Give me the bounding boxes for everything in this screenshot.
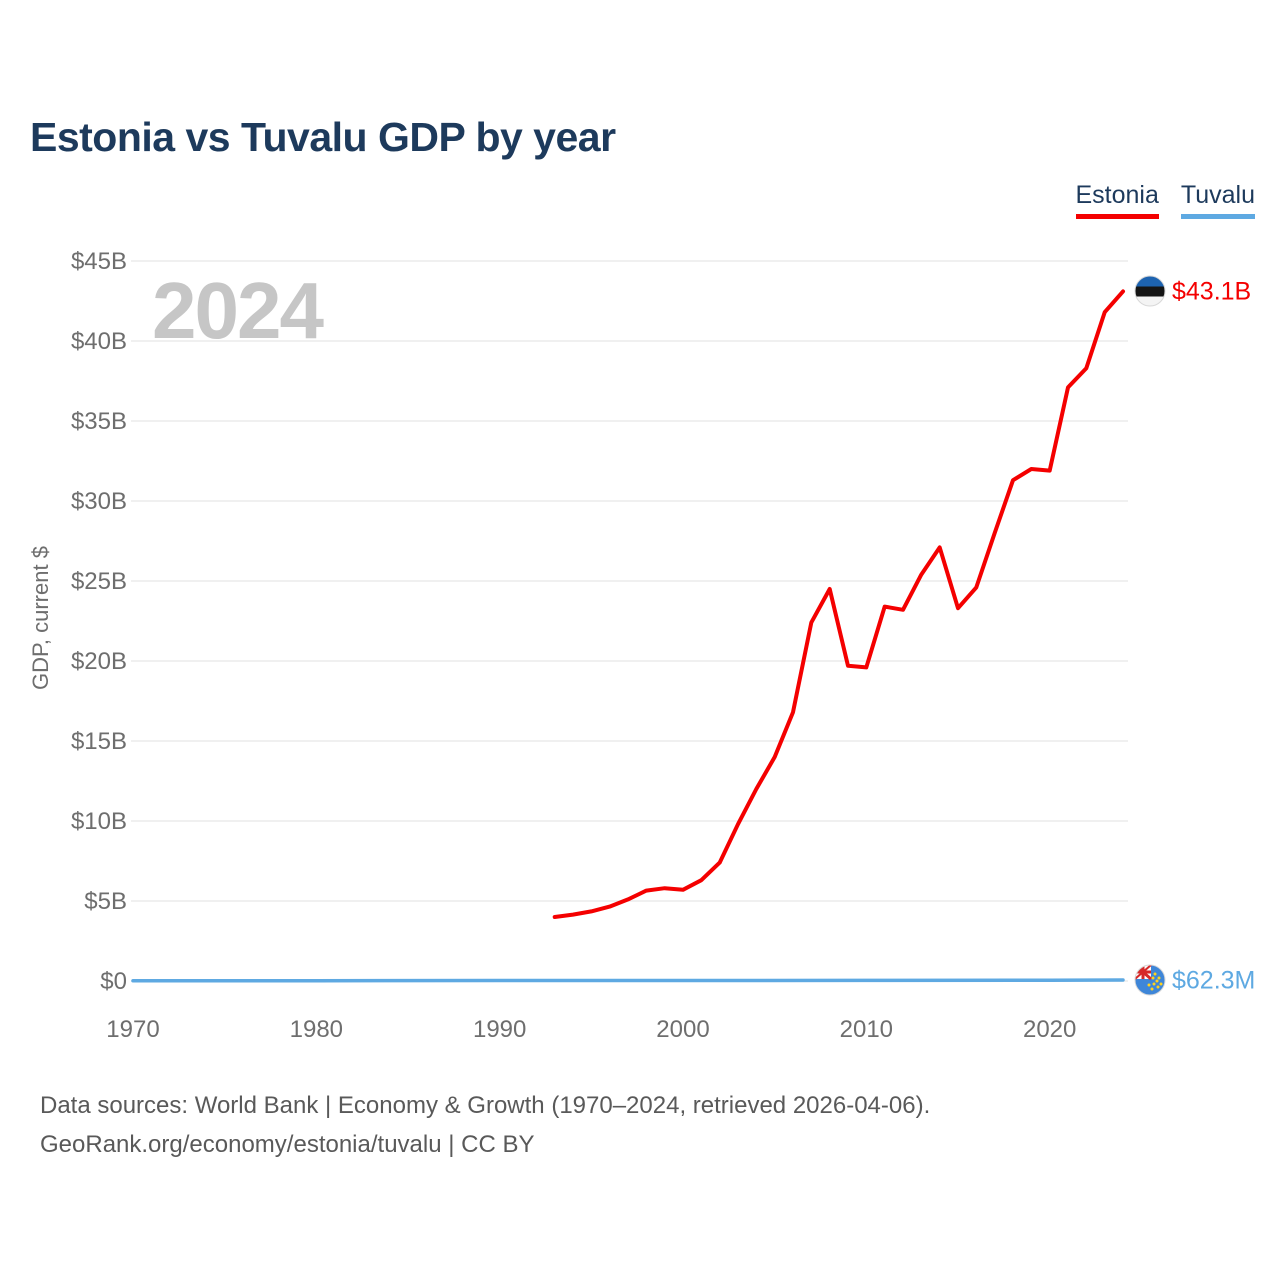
y-tick-label: $10B [71,808,127,835]
tuvalu-line [131,978,1125,983]
y-tick-label: $40B [71,328,127,355]
estonia-line [552,289,1125,919]
estonia-value-label: $43.1B [1172,278,1251,306]
x-tick-label: 2020 [1023,1016,1076,1043]
tuvalu-value-label: $62.3M [1172,967,1255,995]
y-tick-label: $45B [71,248,127,275]
page-title: Estonia vs Tuvalu GDP by year [30,114,616,160]
x-tick-label: 1990 [473,1016,526,1043]
x-tick-label: 1980 [290,1016,343,1043]
y-tick-label: $0 [100,968,127,995]
gdp-line-chart: 2024 $0 $5B $10B $15B $20B $25B $30B $35B $40B $45… [28,248,1255,1043]
estonia-flag-rim [1134,275,1166,307]
footer: Data sources: World Bank | Economy & Gro… [40,1086,930,1164]
tuvalu-flag-icon [1135,965,1165,995]
y-tick-label: $15B [71,728,127,755]
y-tick-label: $35B [71,408,127,435]
footer-attribution-line: GeoRank.org/economy/estonia/tuvalu | CC … [40,1131,535,1158]
footer-source-line: Data sources: World Bank | Economy & Gro… [40,1092,931,1119]
x-tick-label: 1970 [106,1016,159,1043]
legend-item-tuvalu[interactable]: Tuvalu [1180,181,1255,219]
tuvalu-flag-rim [1134,964,1166,996]
x-tick-label: 2000 [656,1016,709,1043]
legend: Estonia Tuvalu [1075,181,1255,219]
watermark-year: 2024 [152,266,324,355]
y-tick-label: $5B [84,888,127,915]
legend-item-estonia[interactable]: Estonia [1075,181,1159,219]
x-tick-label: 2010 [840,1016,893,1043]
y-tick-label: $20B [71,648,127,675]
y-tick-label: $25B [71,568,127,595]
y-tick-label: $30B [71,488,127,515]
y-axis-title: GDP, current $ [28,546,53,690]
estonia-flag-icon [1135,276,1165,306]
